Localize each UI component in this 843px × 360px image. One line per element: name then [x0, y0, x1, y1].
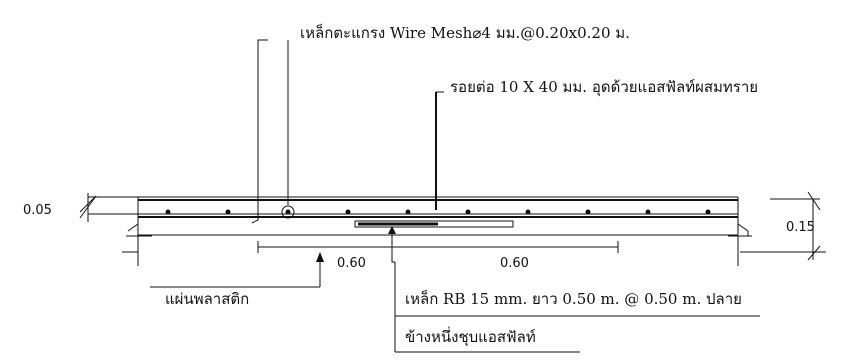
slab-thickness-dimension: [760, 191, 826, 261]
right-span-value: 0.60: [500, 256, 529, 271]
dowel-callout: [394, 262, 760, 353]
dowel-bar: [354, 220, 514, 263]
break-symbol-left: [126, 223, 152, 237]
left-span-value: 0.60: [337, 256, 366, 271]
dowel-label-line1: เหล็ก RB 15 mm. ยาว 0.50 m. @ 0.50 m. ปล…: [405, 289, 742, 308]
top-thickness-dimension: [79, 193, 138, 222]
span-dimension: [122, 236, 760, 270]
dowel-label-line2: ข้างหนึ่งชุบแอสฟัลท์: [405, 326, 536, 347]
joint-label: รอยต่อ 10 X 40 มม. อุดด้วยแอสฟัลท์ผสมทรา…: [450, 78, 758, 97]
plastic-sheet-label: แผ่นพลาสติก: [165, 290, 249, 308]
wire-mesh-label: เหล็กตะแกรง Wire Mesh⌀4 มม.@0.20x0.20 ม.: [300, 23, 630, 42]
top-thickness-value: 0.05: [23, 203, 52, 218]
slab-section: [137, 196, 739, 236]
wire-mesh-leader: [251, 39, 289, 224]
slab-thickness-value: 0.15: [786, 220, 815, 235]
wire-mesh-bar-marker: [281, 205, 295, 219]
joint-groove: [435, 91, 444, 210]
plastic-sheet-callout: [150, 270, 321, 288]
break-symbol-right: [728, 223, 752, 237]
rebar-dots: [165, 205, 711, 219]
